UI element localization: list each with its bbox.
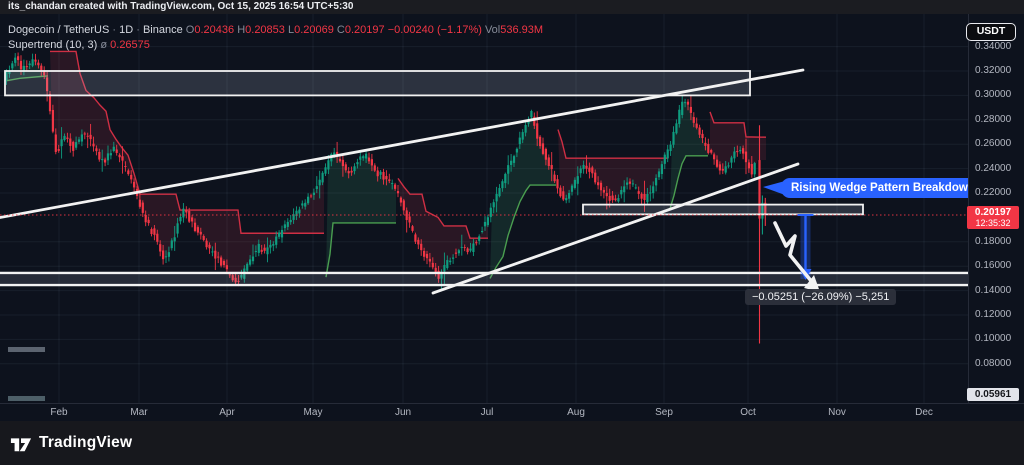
watermark-text: its_chandan created with TradingView.com… <box>8 1 354 12</box>
ohlc-key: L <box>287 24 295 36</box>
price-tick-label: 0.22000 <box>975 187 1012 198</box>
price-tick-label: 0.32000 <box>975 65 1012 76</box>
volume-label: Vol <box>484 24 501 36</box>
ohlc-values: O0.20436 H0.20853 L0.20069 C0.20197 <box>186 24 388 36</box>
bar-countdown: 12:35:32 <box>975 218 1011 228</box>
brand-name: TradingView <box>39 434 133 451</box>
month-label-dec: Dec <box>915 407 933 418</box>
indicator-value: 0.26575 <box>110 39 150 51</box>
indicator-name[interactable]: Supertrend (10, 3) <box>8 39 98 51</box>
price-tick-label: 0.28000 <box>975 113 1012 125</box>
ohlc-value: 0.20853 <box>245 24 285 36</box>
month-label-nov: Nov <box>828 407 846 418</box>
indicator-legend-row[interactable]: Supertrend (10, 3) ø 0.26575 <box>8 38 543 52</box>
callout-tail <box>763 181 785 195</box>
ohlc-key: H <box>237 24 246 36</box>
ohlc-value: 0.20069 <box>294 24 334 36</box>
candlestick-chart[interactable] <box>0 14 968 403</box>
price-tick-label: 0.16000 <box>975 260 1012 272</box>
rising-wedge-callout[interactable]: Rising Wedge Pattern Breakdown <box>781 178 985 198</box>
watermark-strip: its_chandan created with TradingView.com… <box>0 0 1024 14</box>
month-label-oct: Oct <box>740 407 756 418</box>
price-tick-label: 0.26000 <box>975 138 1012 150</box>
price-tick-label: 0.08000 <box>975 357 1012 369</box>
measurement-label: −0.05251 (−26.09%) −5,251 <box>745 289 897 305</box>
last-price-value: 0.20197 <box>974 207 1012 218</box>
tradingview-logo-icon <box>10 438 32 452</box>
month-label-jun: Jun <box>394 407 412 418</box>
month-label-apr: Apr <box>219 407 235 418</box>
indicator-eye-icon[interactable]: ø <box>100 39 108 51</box>
price-tick-label: 0.12000 <box>975 309 1012 320</box>
month-label-jul: Jul <box>480 407 494 418</box>
month-label-sep: Sep <box>655 407 673 418</box>
change-value: −0.00240 (−1.17%) <box>387 24 482 36</box>
chart-legend: Dogecoin / TetherUS · 1D · Binance O0.20… <box>8 23 543 52</box>
price-tick-label: 0.24000 <box>975 162 1012 174</box>
exchange-label: Binance <box>142 24 183 36</box>
price-tick-label: 0.14000 <box>975 284 1012 296</box>
chart-plot-area[interactable] <box>0 14 968 403</box>
month-label-may: May <box>303 407 323 418</box>
month-label-feb: Feb <box>50 407 68 418</box>
price-tick-label: 0.10000 <box>975 333 1012 345</box>
ohlc-key: O <box>185 24 195 36</box>
volume-value: 536.93M <box>500 24 544 36</box>
currency-toggle-button[interactable]: USDT <box>966 23 1016 41</box>
ohlc-value: 0.20436 <box>194 24 235 36</box>
price-tick-label: 0.18000 <box>975 235 1012 247</box>
price-tick-label: 0.30000 <box>975 89 1012 101</box>
tradingview-brand[interactable]: TradingView <box>10 432 132 454</box>
time-axis[interactable]: Feb Mar Apr May Jun Jul Aug Sep Oct Nov Dec <box>0 403 1024 421</box>
low-price-badge: 0.05961 <box>967 388 1019 401</box>
ohlc-key: C <box>336 24 345 36</box>
symbol-legend-row[interactable]: Dogecoin / TetherUS · 1D · Binance O0.20… <box>8 24 544 36</box>
month-label-aug: Aug <box>567 407 585 418</box>
price-tick-label: 0.34000 <box>975 40 1012 52</box>
last-price-badge: 0.20197 12:35:32 <box>967 206 1019 229</box>
timeframe-label[interactable]: 1D <box>119 24 134 36</box>
ohlc-value: 0.20197 <box>344 24 385 36</box>
symbol-title[interactable]: Dogecoin / TetherUS <box>8 24 110 36</box>
month-label-mar: Mar <box>130 407 148 418</box>
